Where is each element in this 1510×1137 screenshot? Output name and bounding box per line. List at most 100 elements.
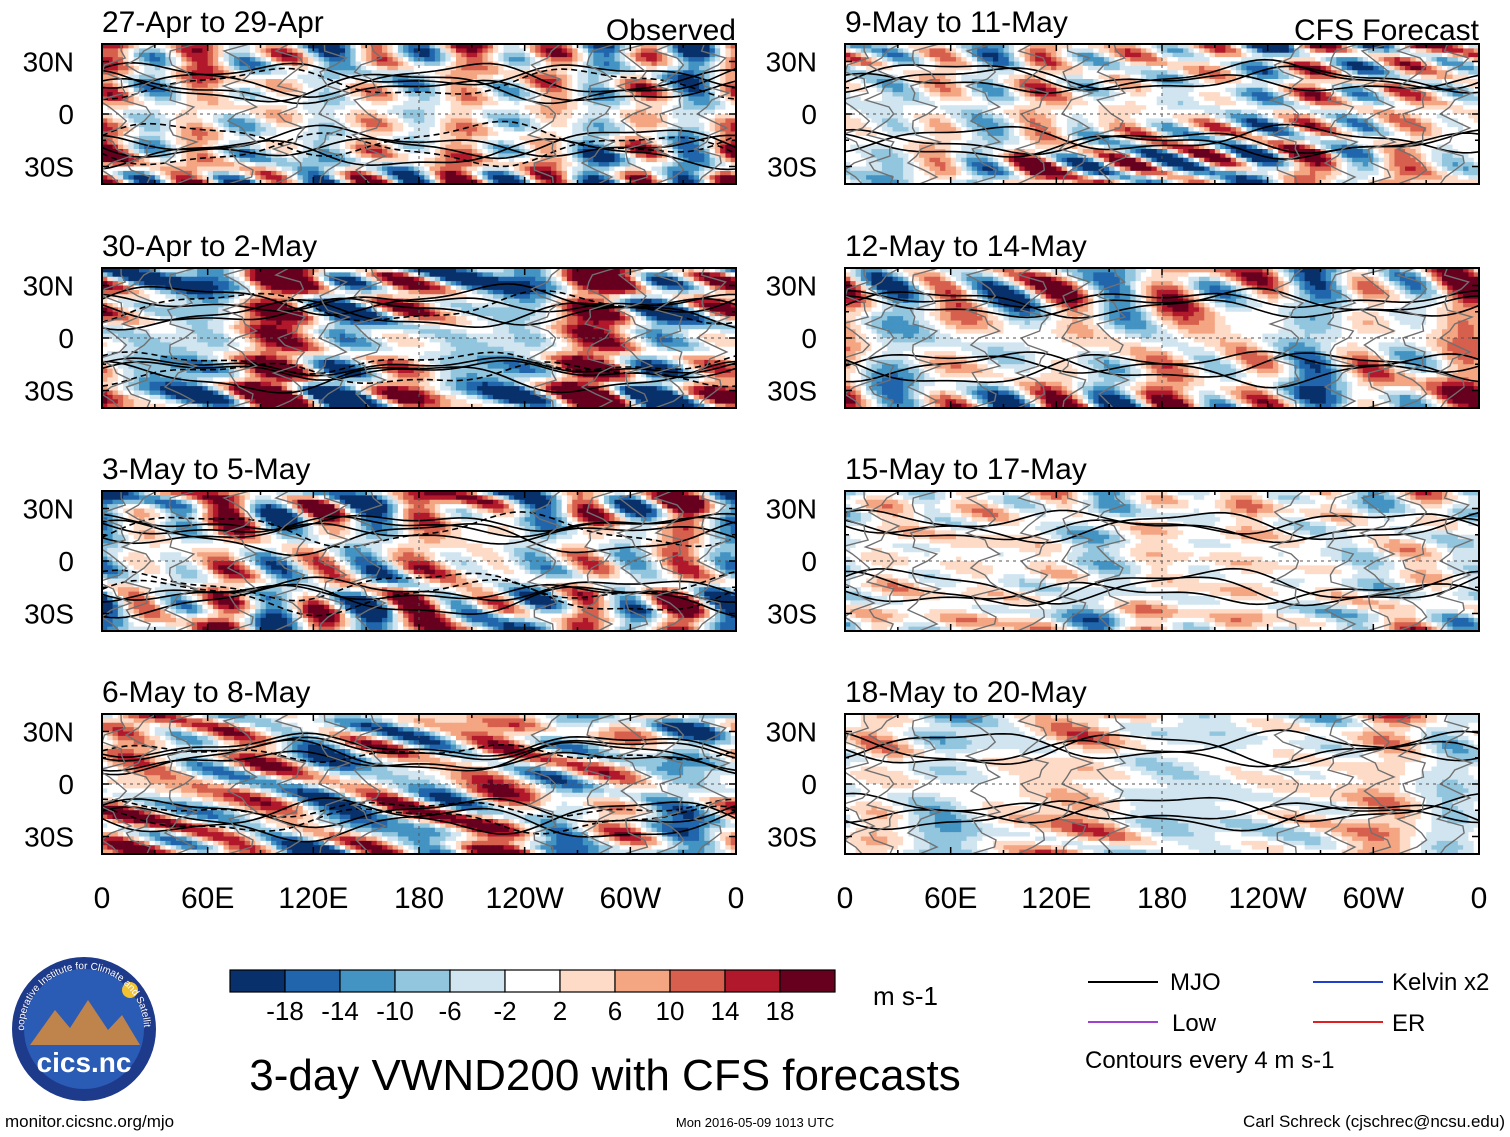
footer-timestamp: Mon 2016-05-09 1013 UTC bbox=[676, 1115, 834, 1130]
colorbar-swatch bbox=[339, 969, 396, 993]
y-tick-label: 0 bbox=[801, 323, 817, 354]
panel-1: 27-Apr to 29-Apr Observed 30N 0 30S bbox=[23, 6, 737, 185]
colorbar-tick-label: 2 bbox=[553, 996, 567, 1026]
panel-4-title: 6-May to 8-May bbox=[102, 676, 310, 709]
x-tick-label: 60E bbox=[924, 882, 977, 915]
legend-kelvin-label: Kelvin x2 bbox=[1392, 969, 1489, 996]
y-tick-label: 30N bbox=[766, 717, 817, 748]
panel-1-title: 27-Apr to 29-Apr bbox=[102, 6, 324, 39]
x-axis-labels-right: 0 60E 120E 180 120W 60W 0 bbox=[837, 882, 1488, 915]
colorbar-swatch bbox=[504, 969, 561, 993]
y-tick-label: 30S bbox=[767, 152, 817, 183]
colorbar-swatch bbox=[394, 969, 451, 993]
y-tick-label: 30N bbox=[23, 494, 74, 525]
panel-7-title: 15-May to 17-May bbox=[845, 453, 1087, 486]
legend: MJO Kelvin x2 Low ER Contours every 4 m … bbox=[1085, 969, 1489, 1074]
colorbar-units: m s-1 bbox=[873, 981, 938, 1011]
x-tick-label: 120E bbox=[1021, 882, 1091, 915]
y-tick-label: 0 bbox=[58, 99, 74, 130]
y-tick-label: 30S bbox=[767, 599, 817, 630]
x-tick-label: 0 bbox=[1471, 882, 1488, 915]
y-tick-label: 0 bbox=[58, 546, 74, 577]
y-tick-label: 30S bbox=[24, 599, 74, 630]
panel-6-shading bbox=[845, 268, 1479, 408]
colorbar-tick-label: 10 bbox=[656, 996, 685, 1026]
x-tick-label: 0 bbox=[94, 882, 111, 915]
colorbar-tick-label: -10 bbox=[376, 996, 414, 1026]
panel-5: 9-May to 11-May CFS Forecast 30N 0 30S bbox=[766, 6, 1480, 185]
x-tick-label: 0 bbox=[728, 882, 745, 915]
x-tick-label: 0 bbox=[837, 882, 854, 915]
x-tick-label: 60W bbox=[1342, 882, 1404, 915]
panel-8-contours bbox=[845, 729, 1479, 832]
panel-4: 6-May to 8-May 30N 0 30S bbox=[23, 676, 737, 855]
panel-3: 3-May to 5-May 30N 0 30S bbox=[23, 453, 737, 632]
panel-3-title: 3-May to 5-May bbox=[102, 453, 310, 486]
y-tick-label: 30N bbox=[23, 717, 74, 748]
y-tick-label: 0 bbox=[801, 769, 817, 800]
y-tick-label: 30S bbox=[24, 822, 74, 853]
panel-7: 15-May to 17-May 30N 0 30S bbox=[766, 453, 1480, 632]
x-axis-labels-left: 0 60E 120E 180 120W 60W 0 bbox=[94, 882, 745, 915]
y-tick-label: 30N bbox=[766, 494, 817, 525]
y-tick-label: 30N bbox=[23, 47, 74, 78]
x-tick-label: 60E bbox=[181, 882, 234, 915]
y-tick-label: 0 bbox=[58, 323, 74, 354]
colorbar: -18 -14 -10 -6 -2 2 6 10 14 18 bbox=[229, 969, 836, 1026]
panel-8-title: 18-May to 20-May bbox=[845, 676, 1087, 709]
logo-text: cics.nc bbox=[37, 1047, 132, 1078]
colorbar-swatch bbox=[559, 969, 616, 993]
colorbar-swatch bbox=[449, 969, 506, 993]
panel-6-title: 12-May to 14-May bbox=[845, 230, 1087, 263]
colorbar-swatch bbox=[284, 969, 341, 993]
x-tick-label: 120E bbox=[278, 882, 348, 915]
x-tick-label: 120W bbox=[1228, 882, 1307, 915]
panel-2: 30-Apr to 2-May 30N 0 30S bbox=[23, 230, 737, 409]
x-tick-label: 60W bbox=[599, 882, 661, 915]
panel-6: 12-May to 14-May 30N 0 30S bbox=[766, 230, 1480, 409]
footer-site: monitor.cicsnc.org/mjo bbox=[5, 1112, 174, 1131]
panel-8: 18-May to 20-May 30N 0 30S bbox=[766, 676, 1480, 855]
y-tick-label: 0 bbox=[801, 546, 817, 577]
colorbar-swatch bbox=[614, 969, 671, 993]
colorbar-tick-label: 18 bbox=[766, 996, 795, 1026]
colorbar-tick-label: -18 bbox=[266, 996, 304, 1026]
y-tick-label: 30N bbox=[23, 271, 74, 302]
colorbar-tick-label: 14 bbox=[711, 996, 740, 1026]
contour-interval-note: Contours every 4 m s-1 bbox=[1085, 1047, 1334, 1074]
legend-er-label: ER bbox=[1392, 1010, 1425, 1037]
colorbar-swatch bbox=[779, 969, 836, 993]
y-tick-label: 30N bbox=[766, 271, 817, 302]
footer-author: Carl Schreck (cjschrec@ncsu.edu) bbox=[1243, 1112, 1505, 1131]
y-tick-label: 0 bbox=[801, 99, 817, 130]
panel-5-coastlines bbox=[845, 44, 1475, 184]
y-tick-label: 30N bbox=[766, 47, 817, 78]
y-tick-label: 30S bbox=[767, 376, 817, 407]
panel-5-title: 9-May to 11-May bbox=[845, 6, 1068, 39]
colorbar-swatch bbox=[669, 969, 726, 993]
figure-title: 3-day VWND200 with CFS forecasts bbox=[249, 1051, 961, 1100]
legend-mjo-label: MJO bbox=[1170, 969, 1221, 996]
y-tick-label: 30S bbox=[767, 822, 817, 853]
y-tick-label: 0 bbox=[58, 769, 74, 800]
legend-low-label: Low bbox=[1172, 1010, 1217, 1037]
x-tick-label: 180 bbox=[1137, 882, 1187, 915]
x-tick-label: 120W bbox=[485, 882, 564, 915]
forecast-label: CFS Forecast bbox=[1294, 14, 1480, 47]
x-tick-label: 180 bbox=[394, 882, 444, 915]
y-tick-label: 30S bbox=[24, 152, 74, 183]
panel-2-title: 30-Apr to 2-May bbox=[102, 230, 317, 263]
observed-label: Observed bbox=[606, 14, 736, 47]
logo-sun bbox=[122, 982, 138, 998]
colorbar-tick-label: -14 bbox=[321, 996, 359, 1026]
colorbar-swatch bbox=[229, 969, 286, 993]
colorbar-tick-label: -6 bbox=[438, 996, 461, 1026]
y-tick-label: 30S bbox=[24, 376, 74, 407]
colorbar-tick-label: 6 bbox=[608, 996, 622, 1026]
logo-mountains bbox=[30, 1000, 140, 1045]
panel-5-shading bbox=[845, 44, 1479, 184]
colorbar-swatch bbox=[724, 969, 781, 993]
colorbar-tick-label: -2 bbox=[493, 996, 516, 1026]
